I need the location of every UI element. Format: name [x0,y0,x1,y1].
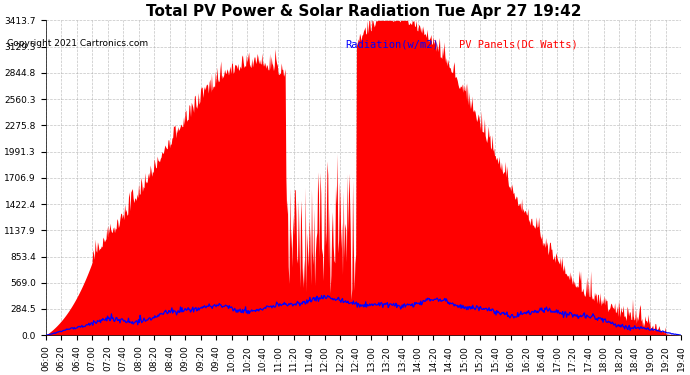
Text: PV Panels(DC Watts): PV Panels(DC Watts) [459,39,578,50]
Text: Radiation(w/m2): Radiation(w/m2) [345,39,439,50]
Text: Copyright 2021 Cartronics.com: Copyright 2021 Cartronics.com [7,39,148,48]
Title: Total PV Power & Solar Radiation Tue Apr 27 19:42: Total PV Power & Solar Radiation Tue Apr… [146,4,581,19]
